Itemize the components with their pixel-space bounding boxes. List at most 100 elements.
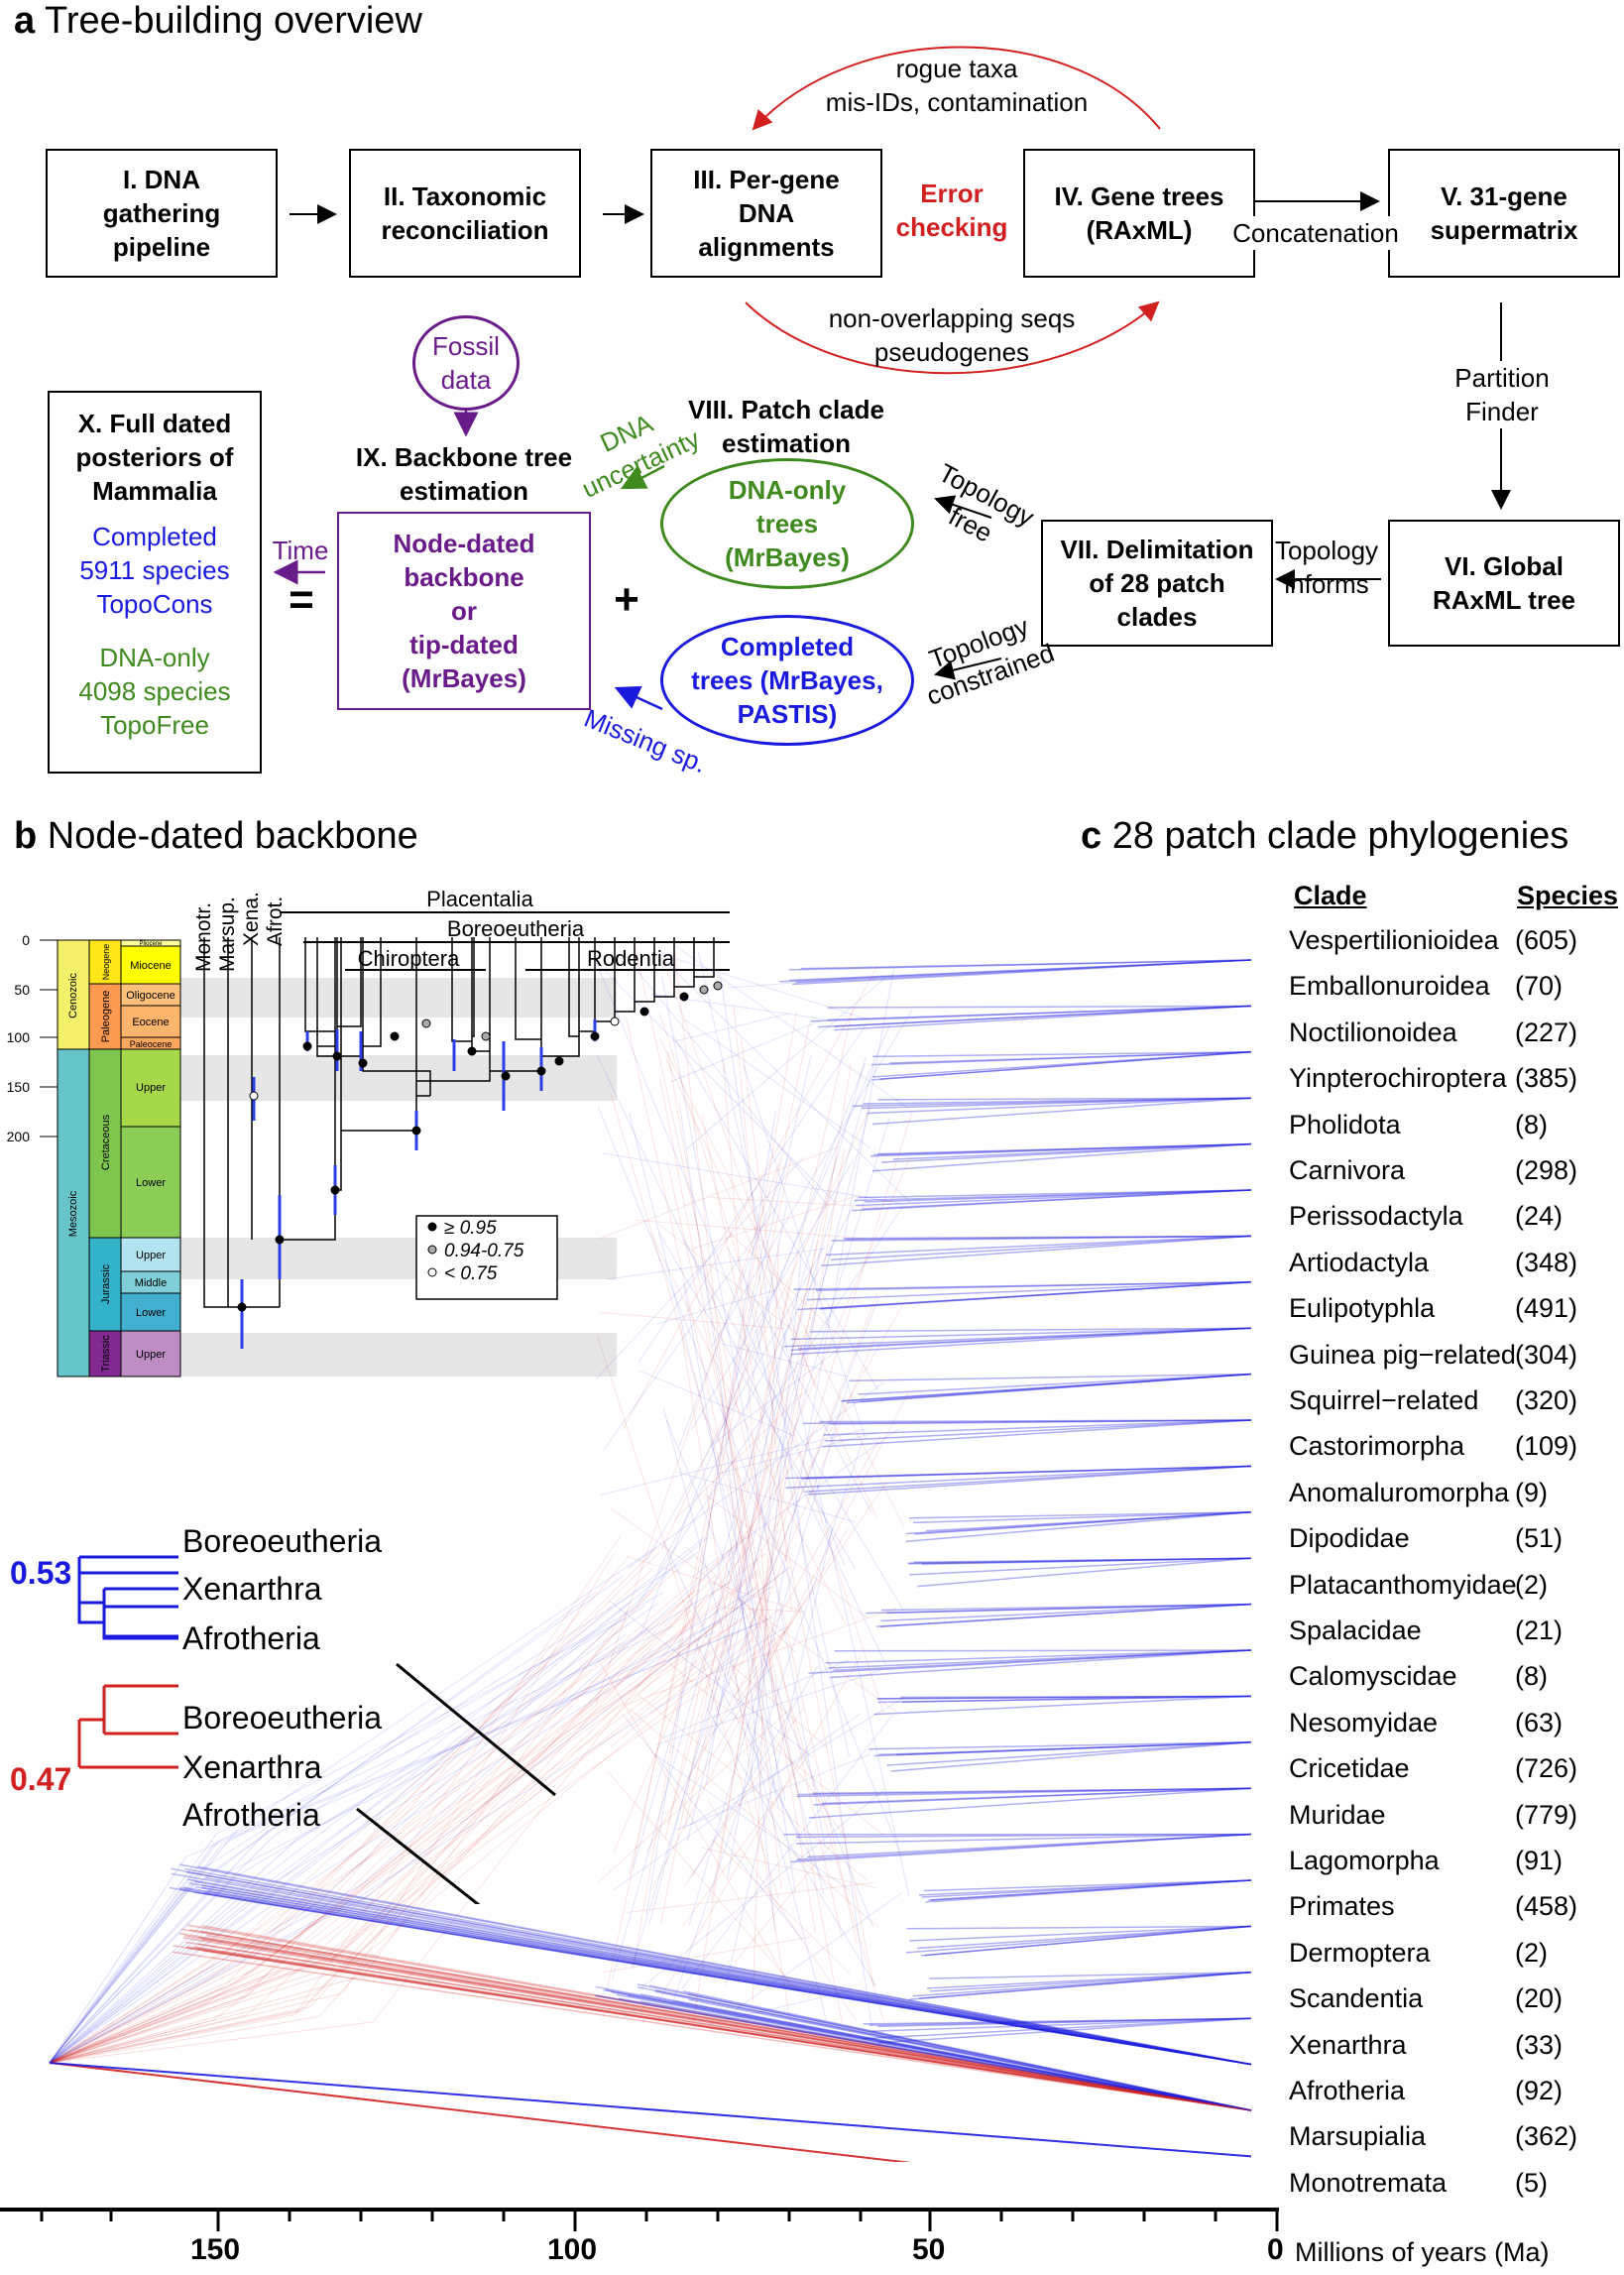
clade-name: Afrotheria — [1289, 2071, 1405, 2110]
clade-name: Yinpterochiroptera — [1289, 1058, 1507, 1098]
clade-row: Spalacidae (21) — [1289, 1611, 1616, 1650]
tree-branch — [791, 1328, 1251, 1354]
leader-line-red — [357, 1809, 516, 1904]
clade-species-count: (70) — [1515, 966, 1563, 1006]
clade-species-count: (320) — [1515, 1380, 1577, 1420]
clade-name: Noctilionoidea — [1289, 1013, 1457, 1052]
box-per-gene-alignments: III. Per-gene DNA alignments — [650, 149, 882, 278]
tree-branch — [829, 1650, 1251, 1668]
inset-blue-taxon-2: Xenarthra — [182, 1571, 322, 1608]
clade-name: Calomyscidae — [1289, 1656, 1457, 1696]
tree-branch — [891, 1742, 1251, 1771]
clade-name: Primates — [1289, 1886, 1395, 1926]
clade-species-count: (92) — [1515, 2071, 1563, 2110]
tree-branch — [656, 953, 870, 1020]
tree-branch — [202, 1939, 1251, 2110]
box-backbone: Node-dated backbone or tip-dated (MrBaye… — [337, 512, 591, 710]
clade-species-count: (24) — [1515, 1196, 1563, 1236]
clade-name: Castorimorpha — [1289, 1426, 1464, 1466]
panel-c-letter: c — [1081, 815, 1102, 857]
tree-branch — [50, 1974, 314, 2063]
inset-red-taxon-3: Afrotheria — [182, 1797, 320, 1834]
clade-species-count: (491) — [1515, 1288, 1577, 1328]
inset-red-probability: 0.47 — [10, 1761, 71, 1798]
clade-row: Muridae (779) — [1289, 1795, 1616, 1835]
box-taxonomic-reconciliation: II. Taxonomic reconciliation — [349, 149, 581, 278]
tree-branch — [707, 1709, 876, 1986]
tree-branch — [808, 1466, 1251, 1495]
clade-species-count: (8) — [1515, 1105, 1548, 1144]
box-dna-gathering: I. DNA gathering pipeline — [46, 149, 278, 278]
clade-row: Scandentia (20) — [1289, 1978, 1616, 2018]
topology-informs-label: Topology informs — [1267, 534, 1386, 601]
box-gene-trees: IV. Gene trees (RAxML) — [1023, 149, 1255, 278]
tree-branch — [50, 1876, 236, 2063]
tree-branch — [670, 1018, 825, 1082]
clade-species-count: (2) — [1515, 1933, 1548, 1973]
axis-tick-100: 100 — [547, 2233, 597, 2267]
clade-name: Lagomorpha — [1289, 1841, 1440, 1880]
completed-trees-ellipse: Completed trees (MrBayes, PASTIS) — [660, 615, 914, 746]
inset-blue-taxon-1: Boreoeutheria — [182, 1523, 382, 1560]
tree-branch — [807, 1282, 1251, 1300]
clade-row: Marsupialia (362) — [1289, 2116, 1616, 2156]
clade-row: Artiodactyla (348) — [1289, 1243, 1616, 1282]
clade-row: Yinpterochiroptera (385) — [1289, 1058, 1616, 1098]
panel-c-title-text: 28 patch clade phylogenies — [1112, 815, 1569, 857]
time-label: Time — [266, 534, 335, 567]
clade-species-count: (63) — [1515, 1703, 1563, 1742]
clade-name: Cricetidae — [1289, 1748, 1410, 1788]
leader-line-blue — [397, 1664, 555, 1795]
clade-column-header: Clade — [1294, 881, 1367, 911]
tree-branch — [50, 1945, 266, 2063]
arrow-missing-sp — [617, 688, 662, 709]
species-column-header: Species — [1517, 881, 1618, 911]
clade-name: Anomaluromorpha — [1289, 1473, 1509, 1512]
backbone-title: IX. Backbone tree estimation — [337, 440, 591, 508]
full-posteriors-dna-only: DNA-only 4098 species TopoFree — [50, 641, 260, 742]
clade-row: Primates (458) — [1289, 1886, 1616, 1926]
concatenation-label: Concatenation — [1223, 216, 1408, 250]
clade-name: Nesomyidae — [1289, 1703, 1438, 1742]
clade-species-count: (304) — [1515, 1335, 1577, 1375]
clade-row: Cricetidae (726) — [1289, 1748, 1616, 1788]
clade-species-count: (362) — [1515, 2116, 1577, 2156]
clade-name: Spalacidae — [1289, 1611, 1422, 1650]
partition-finder-label: Partition Finder — [1428, 361, 1576, 428]
box-full-posteriors: X. Full dated posteriors of Mammalia Com… — [48, 391, 262, 774]
clade-species-count: (91) — [1515, 1841, 1563, 1880]
inset-blue-taxon-3: Afrotheria — [182, 1620, 320, 1657]
clade-name: Pholidota — [1289, 1105, 1401, 1144]
clade-row: Anomaluromorpha (9) — [1289, 1473, 1616, 1512]
full-posteriors-completed: Completed 5911 species TopoCons — [50, 520, 260, 621]
clade-species-count: (51) — [1515, 1518, 1563, 1558]
full-posteriors-title: X. Full dated posteriors of Mammalia — [50, 393, 260, 508]
inset-red-taxon-1: Boreoeutheria — [182, 1700, 382, 1736]
clade-species-count: (726) — [1515, 1748, 1577, 1788]
clade-name: Emballonuroidea — [1289, 966, 1490, 1006]
clade-species-count: (385) — [1515, 1058, 1577, 1098]
box-global-raxml: VI. Global RAxML tree — [1388, 520, 1620, 647]
clade-row: Perissodactyla (24) — [1289, 1196, 1616, 1236]
clade-row: Emballonuroidea (70) — [1289, 966, 1616, 1006]
clade-name: Guinea pig−related — [1289, 1335, 1516, 1375]
tree-branch — [665, 1009, 853, 1840]
tree-branch — [797, 1835, 1251, 1860]
clade-name: Marsupialia — [1289, 2116, 1426, 2156]
clade-row: Vespertilionioidea (605) — [1289, 920, 1616, 960]
clade-name: Muridae — [1289, 1795, 1386, 1835]
clade-row: Xenarthra (33) — [1289, 2025, 1616, 2065]
clade-row: Dipodidae (51) — [1289, 1518, 1616, 1558]
clade-species-count: (227) — [1515, 1013, 1577, 1052]
clade-row: Guinea pig−related (304) — [1289, 1335, 1616, 1375]
clade-species-count: (298) — [1515, 1150, 1577, 1190]
tree-branch — [601, 967, 835, 1202]
box-supermatrix: V. 31-gene supermatrix — [1388, 149, 1620, 278]
clade-row: Afrotheria (92) — [1289, 2071, 1616, 2110]
clade-name: Artiodactyla — [1289, 1243, 1429, 1282]
clade-species-count: (8) — [1515, 1656, 1548, 1696]
clade-species-count: (458) — [1515, 1886, 1577, 1926]
clade-species-count: (605) — [1515, 920, 1577, 960]
clade-name: Scandentia — [1289, 1978, 1423, 2018]
tree-branch — [677, 1014, 790, 1041]
